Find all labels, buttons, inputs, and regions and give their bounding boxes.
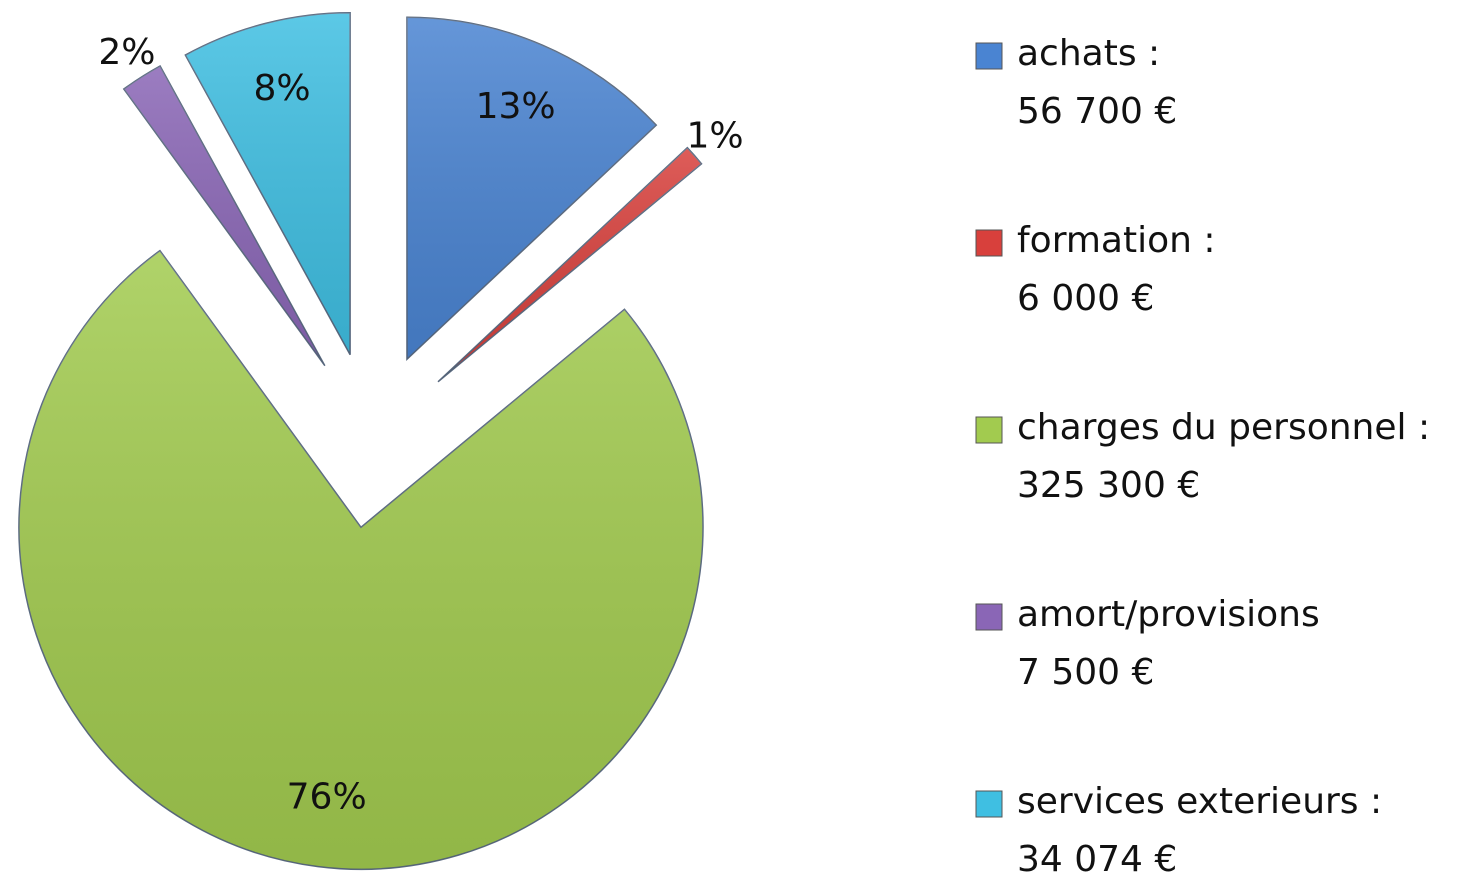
- legend-amount: 325 300 €: [1017, 465, 1200, 506]
- legend-amount: 56 700 €: [1017, 91, 1177, 132]
- legend-label: amort/provisions: [1017, 594, 1320, 635]
- data-label: 13%: [476, 86, 556, 127]
- legend-amount: 34 074 €: [1017, 839, 1177, 879]
- slice-shade: [18, 250, 703, 870]
- data-label: 76%: [287, 777, 367, 818]
- legend-swatch: [975, 42, 1003, 70]
- slice-shade: [123, 66, 325, 366]
- slice-shade: [438, 147, 702, 382]
- slice-shade: [185, 12, 351, 355]
- legend-label: charges du personnel :: [1017, 407, 1430, 448]
- slice-shade: [406, 17, 657, 360]
- data-label: 2%: [98, 32, 155, 73]
- legend-swatch: [975, 603, 1003, 631]
- legend-amount: 7 500 €: [1017, 652, 1154, 693]
- legend-label: services exterieurs :: [1017, 781, 1382, 822]
- data-label: 8%: [254, 68, 311, 109]
- legend-label: achats :: [1017, 33, 1160, 74]
- legend-swatch: [975, 790, 1003, 818]
- legend-swatch: [975, 416, 1003, 444]
- legend-label: formation :: [1017, 220, 1216, 261]
- legend-swatch: [975, 229, 1003, 257]
- legend-amount: 6 000 €: [1017, 278, 1154, 319]
- data-label: 1%: [687, 116, 744, 157]
